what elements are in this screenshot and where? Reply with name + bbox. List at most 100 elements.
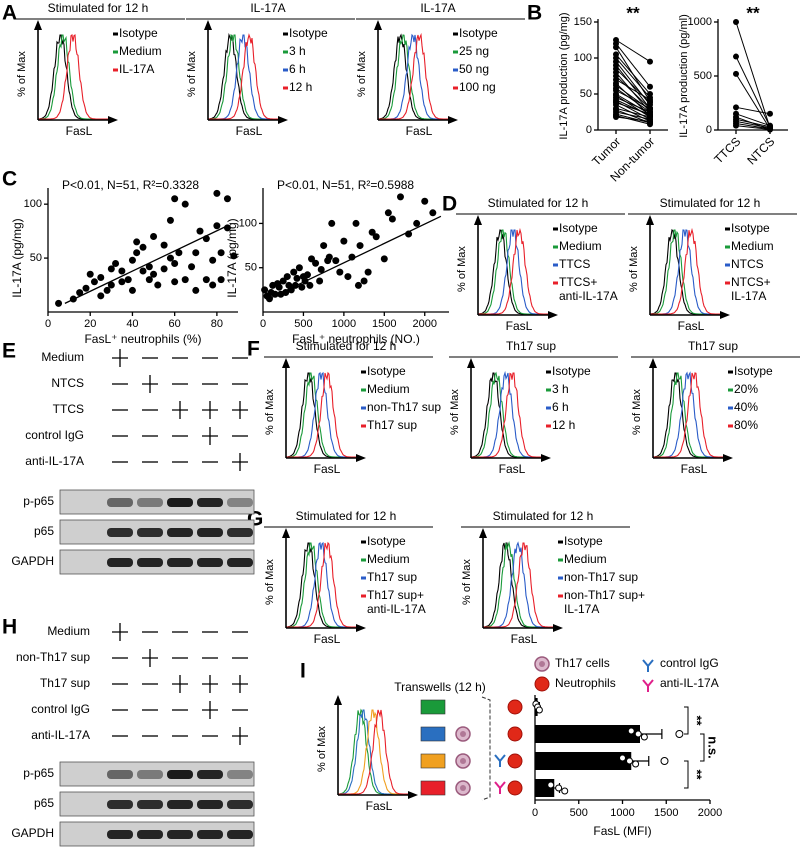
bar xyxy=(535,725,640,743)
legend-label: 80% xyxy=(734,418,758,432)
data-point xyxy=(150,270,158,278)
histogram-curve xyxy=(338,708,408,795)
data-point xyxy=(160,241,168,249)
data-point xyxy=(396,193,404,201)
blot-band xyxy=(137,498,163,507)
data-point xyxy=(124,276,132,284)
data-point xyxy=(181,200,189,208)
treatment-label: non-Th17 sup xyxy=(16,650,90,664)
annotation: P<0.01, N=51, R²=0.3328 xyxy=(62,178,199,192)
condition-swatch xyxy=(420,726,446,742)
text-line: IL-17A xyxy=(731,289,766,303)
th17-nucleus xyxy=(460,785,466,791)
neutrophil xyxy=(507,699,523,715)
x-tick-label: 1000 xyxy=(610,807,634,819)
data-point xyxy=(107,265,115,273)
y-axis-label: % of Max xyxy=(16,51,28,97)
blot-band xyxy=(197,770,223,779)
data-point xyxy=(733,104,739,111)
histogram-curve xyxy=(38,34,108,120)
icon-legend-label: anti-IL-17A xyxy=(660,676,719,690)
blot-band xyxy=(167,558,193,567)
blot-band xyxy=(227,558,253,567)
data-point xyxy=(535,706,543,714)
x-tick-label: 40 xyxy=(126,318,138,330)
x-axis-label: FasL xyxy=(314,462,341,476)
panel-title: Stimulated for 12 h xyxy=(660,196,761,210)
axis-arrow xyxy=(474,215,482,225)
y-tick-label: 50 xyxy=(30,252,42,264)
blot-band xyxy=(107,498,133,507)
data-point xyxy=(209,256,217,264)
treatment-plus xyxy=(232,675,248,693)
histogram-curve xyxy=(38,34,108,120)
legend-label: 6 h xyxy=(289,62,306,76)
pair-line xyxy=(735,113,771,127)
axis-arrow xyxy=(282,528,290,538)
pair-line xyxy=(615,68,651,103)
data-point xyxy=(133,238,141,246)
treatment-label: control IgG xyxy=(31,702,90,716)
pair-line xyxy=(615,99,651,117)
x-axis-label: FasL xyxy=(511,632,538,646)
pair-line xyxy=(615,93,651,115)
data-point xyxy=(767,126,773,133)
data-point xyxy=(320,242,328,250)
data-point xyxy=(217,276,225,284)
data-point xyxy=(154,281,162,289)
y-axis-label: % of Max xyxy=(456,246,468,292)
axis-arrow xyxy=(479,528,487,538)
pair-line xyxy=(615,43,651,88)
treatment-label: Th17 sup xyxy=(40,676,90,690)
axis-arrow xyxy=(204,20,212,30)
pair-line xyxy=(615,39,651,63)
axis-arrow xyxy=(553,624,563,632)
axis-arrow xyxy=(334,695,342,705)
pair-line xyxy=(735,125,771,130)
data-point xyxy=(640,733,648,741)
legend-label: 12 h xyxy=(552,418,575,432)
treatment-label: Medium xyxy=(47,624,90,638)
blot-label: p-p65 xyxy=(23,766,54,780)
legend-label: 3 h xyxy=(552,382,569,396)
legend-label: non-Th17 sup+ IL-17A xyxy=(564,588,645,616)
panel-title: Stimulated for 12 h xyxy=(296,509,397,523)
y-axis-label: IL-17A (pg/mg) xyxy=(10,218,24,297)
x-tick-label: 1000 xyxy=(332,318,356,330)
icon-legend-label: Th17 cells xyxy=(555,656,610,670)
legend-label: Isotype xyxy=(367,534,406,548)
histogram-curve xyxy=(286,371,356,458)
data-point xyxy=(388,215,396,223)
blot-band xyxy=(227,498,253,507)
x-tick-label: 0 xyxy=(45,318,51,330)
data-point xyxy=(613,114,619,121)
y-tick-label: 0 xyxy=(586,124,592,136)
data-point xyxy=(261,286,269,294)
x-tick-label: NTCS xyxy=(744,134,777,167)
y-tick-label: 100 xyxy=(24,198,42,210)
blot-band xyxy=(197,830,223,839)
data-point xyxy=(368,228,376,236)
blot-band xyxy=(137,800,163,809)
fit-line xyxy=(266,215,442,301)
fit-line xyxy=(64,225,228,304)
legend-label: 100 ng xyxy=(459,80,496,94)
pair-line xyxy=(615,97,651,113)
treatment-plus xyxy=(202,427,218,445)
histogram-curve xyxy=(286,541,356,628)
data-point xyxy=(139,243,147,251)
y-axis-label: % of Max xyxy=(631,389,643,435)
legend-label: Medium xyxy=(367,552,410,566)
data-point xyxy=(344,273,352,281)
legend-label: Isotype xyxy=(119,26,158,40)
axis-arrow xyxy=(723,454,733,462)
condition-swatch xyxy=(420,780,446,796)
axis-arrow xyxy=(541,454,551,462)
blot-band xyxy=(107,770,133,779)
axis-arrow xyxy=(34,20,42,30)
transwell-label: Transwells (12 h) xyxy=(394,680,486,694)
data-point xyxy=(118,267,126,275)
panel-title: Stimulated for 12 h xyxy=(296,339,397,353)
data-point xyxy=(150,233,158,241)
blot-band xyxy=(227,770,253,779)
